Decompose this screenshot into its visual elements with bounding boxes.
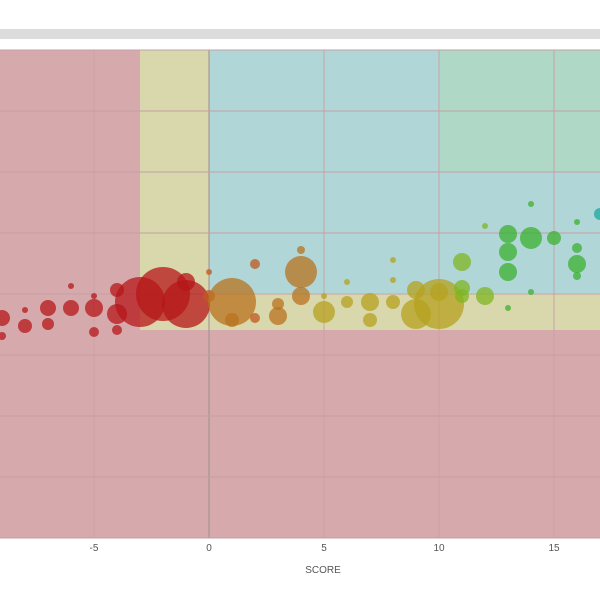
- data-point: [250, 313, 260, 323]
- data-point: [574, 219, 580, 225]
- data-point: [272, 298, 284, 310]
- x-axis-ticks: -5 0 5 10 15: [90, 543, 560, 554]
- data-point: [390, 277, 396, 283]
- data-point: [547, 231, 561, 245]
- data-point: [499, 263, 517, 281]
- data-point: [85, 299, 103, 317]
- data-point: [225, 313, 239, 327]
- x-tick-label: 0: [206, 543, 212, 554]
- data-point: [386, 295, 400, 309]
- data-point: [453, 253, 471, 271]
- data-point: [414, 279, 464, 329]
- data-point: [482, 223, 488, 229]
- data-point: [0, 332, 6, 340]
- x-axis-title: SCORE: [305, 565, 341, 576]
- data-point: [313, 301, 335, 323]
- data-point: [18, 319, 32, 333]
- data-point: [572, 243, 582, 253]
- data-point: [22, 307, 28, 313]
- data-point: [455, 289, 469, 303]
- data-point: [250, 259, 260, 269]
- data-point: [321, 293, 327, 299]
- data-point: [177, 273, 195, 291]
- data-point: [573, 272, 581, 280]
- data-point: [269, 307, 287, 325]
- data-point: [68, 283, 74, 289]
- data-point: [91, 293, 97, 299]
- data-point: [520, 227, 542, 249]
- top-toolbar-strip: [0, 29, 600, 39]
- data-point: [361, 293, 379, 311]
- x-tick-label: 5: [321, 543, 327, 554]
- data-point: [112, 325, 122, 335]
- data-point: [40, 300, 56, 316]
- x-tick-label: -5: [90, 543, 99, 554]
- data-point: [208, 278, 256, 326]
- data-point: [390, 257, 396, 263]
- data-point: [499, 225, 517, 243]
- data-point: [344, 279, 350, 285]
- data-point: [292, 287, 310, 305]
- data-point: [363, 313, 377, 327]
- data-point: [285, 256, 317, 288]
- data-point: [89, 327, 99, 337]
- data-point: [430, 283, 448, 301]
- data-point: [528, 201, 534, 207]
- data-point: [476, 287, 494, 305]
- data-point: [528, 289, 534, 295]
- data-point: [499, 243, 517, 261]
- data-point: [297, 246, 305, 254]
- x-tick-label: 15: [548, 543, 560, 554]
- data-point: [568, 255, 586, 273]
- data-point: [206, 269, 212, 275]
- data-point: [63, 300, 79, 316]
- data-point: [42, 318, 54, 330]
- data-points: [0, 201, 600, 340]
- data-point: [341, 296, 353, 308]
- x-tick-label: 10: [433, 543, 445, 554]
- data-point: [505, 305, 511, 311]
- data-point: [162, 280, 210, 328]
- data-point: [594, 208, 600, 220]
- data-point: [0, 310, 10, 326]
